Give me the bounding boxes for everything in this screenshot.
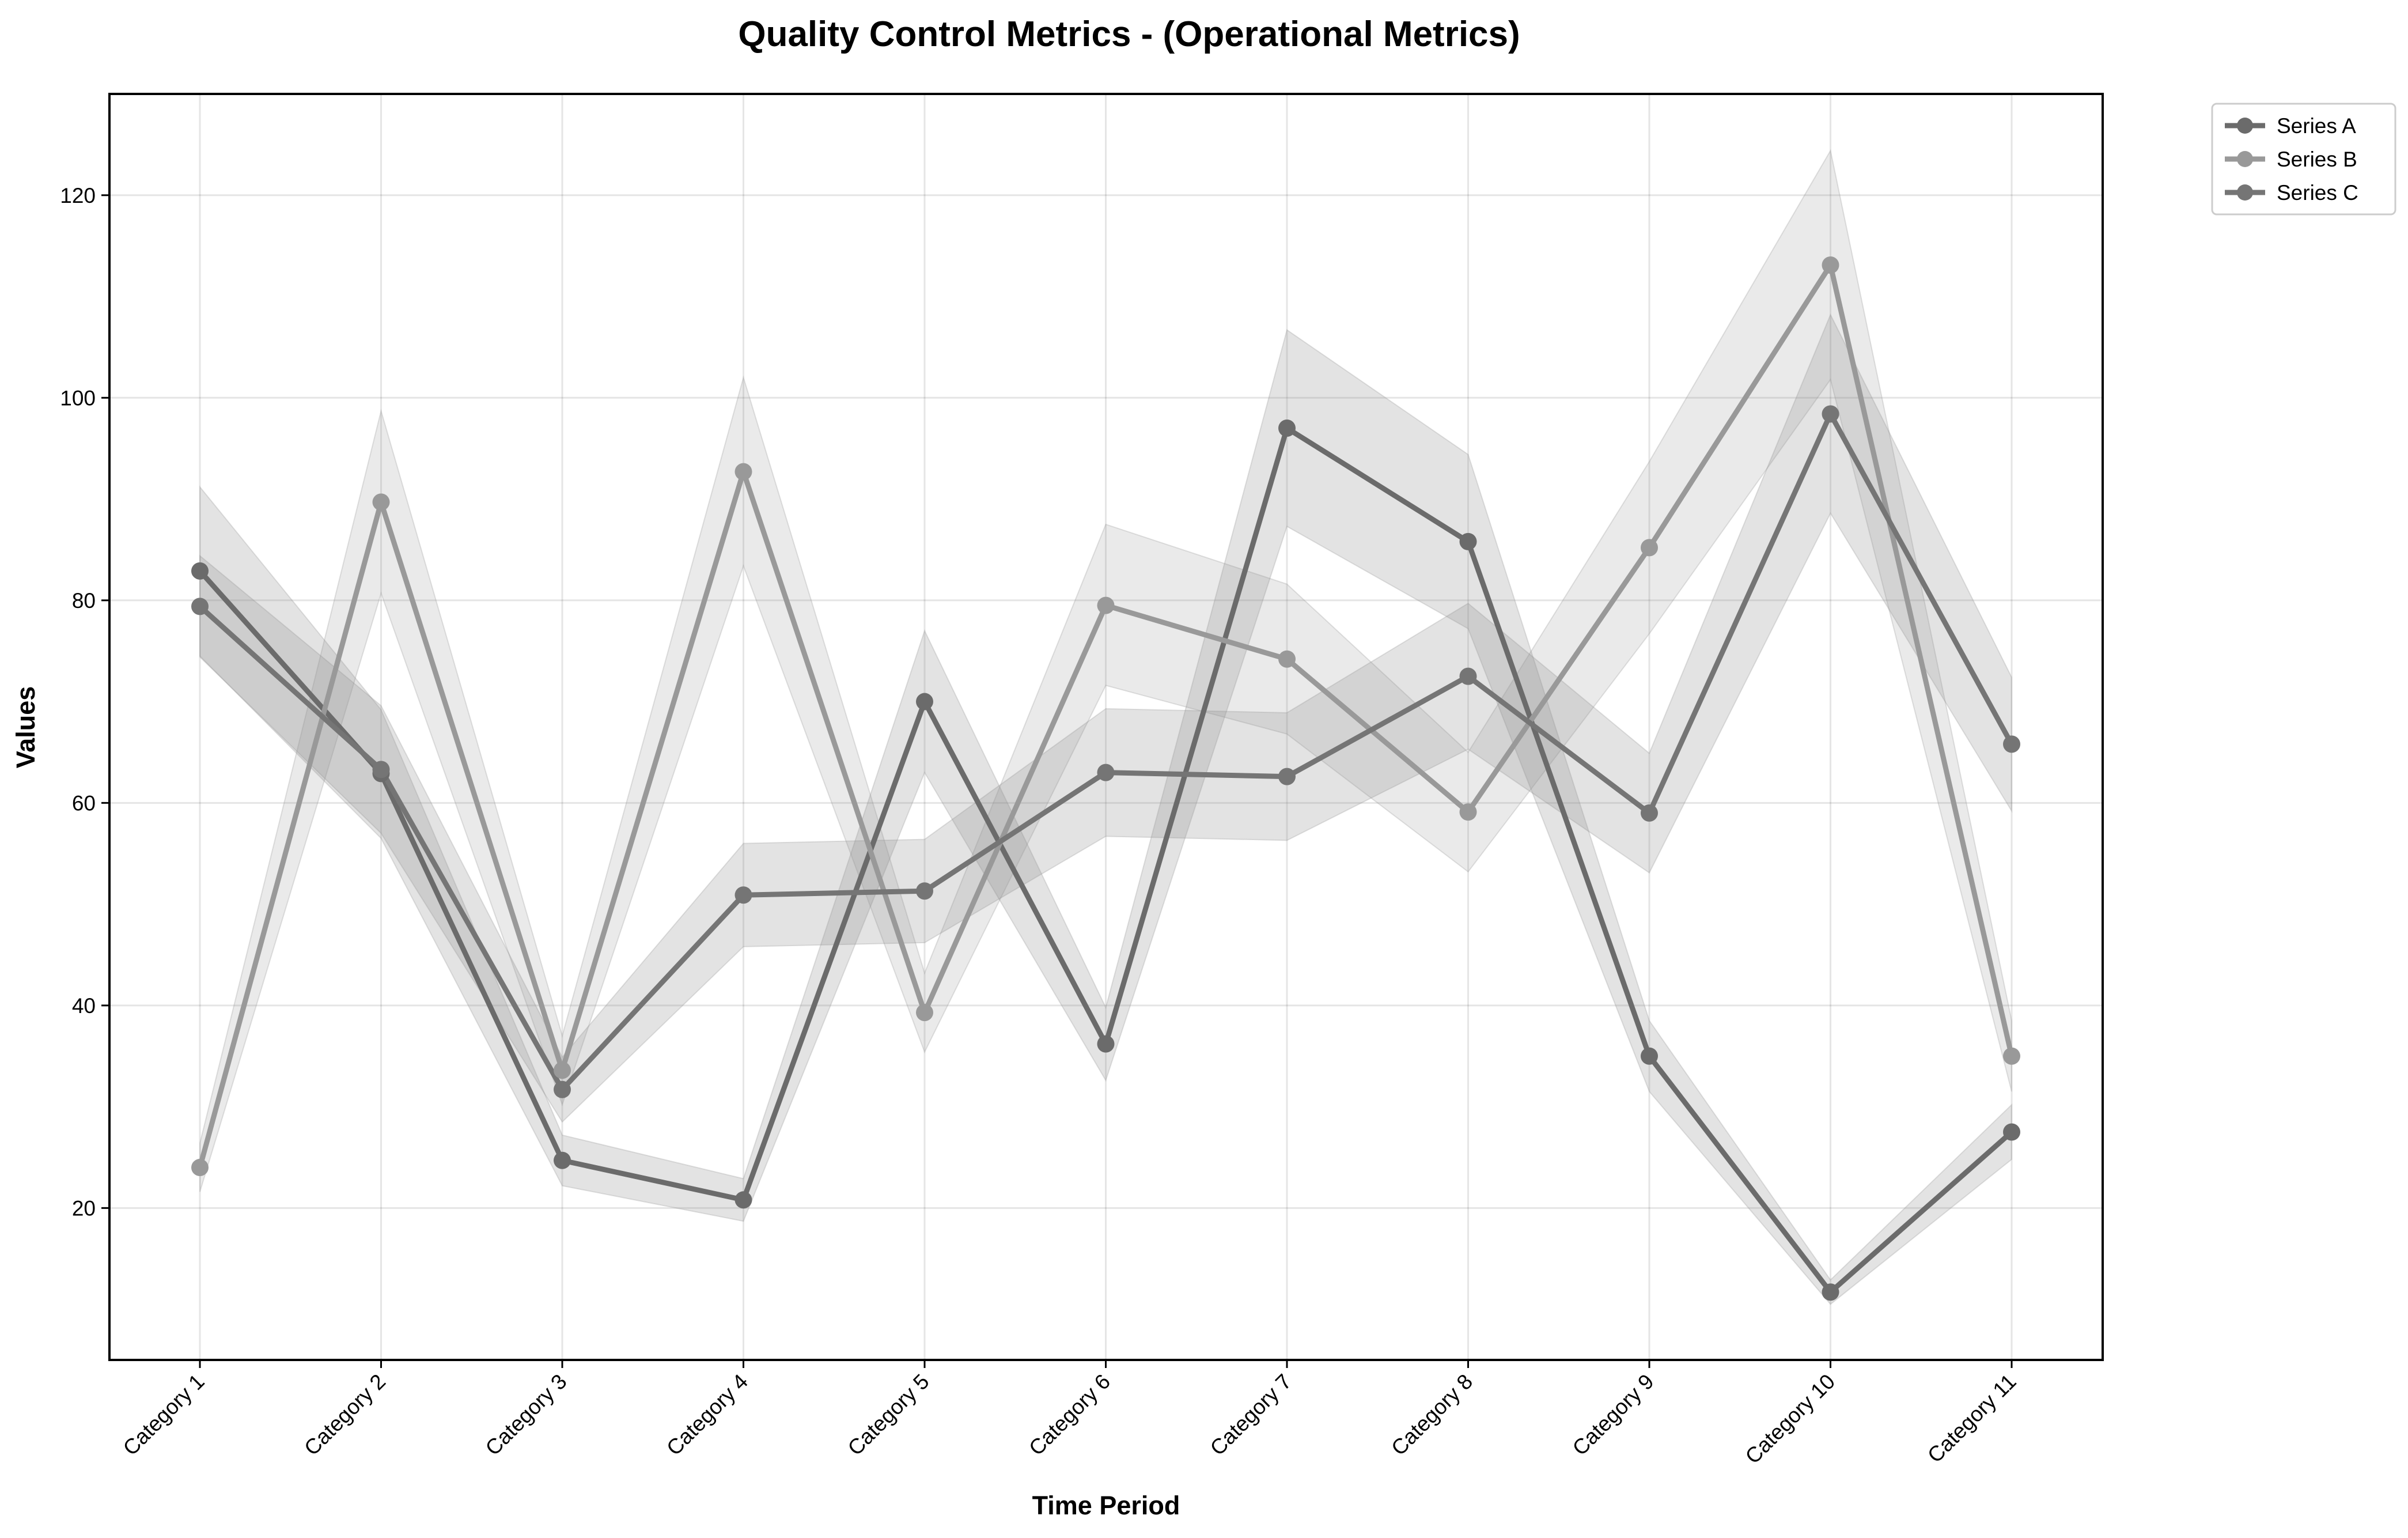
legend-label-series-2: Series B (2277, 148, 2357, 171)
band-series-1 (199, 328, 2012, 1305)
point-series-2-cat-4 (734, 463, 752, 481)
point-series-3-cat-8 (1459, 667, 1477, 685)
x-tick-label-8: Category 8 (1387, 1370, 1477, 1460)
x-tick-label-10: Category 10 (1741, 1370, 1840, 1469)
y-axis-label: Values (11, 686, 40, 769)
y-tick-label-20: 20 (72, 1196, 96, 1220)
x-tick-label-6: Category 6 (1024, 1370, 1115, 1460)
series-points (191, 256, 2020, 1301)
point-series-3-cat-5 (916, 882, 933, 900)
point-series-2-cat-3 (554, 1061, 571, 1079)
point-series-2-cat-2 (372, 493, 390, 511)
x-axis-label: Time Period (1032, 1491, 1180, 1520)
point-series-2-cat-1 (191, 1159, 209, 1177)
point-series-2-cat-6 (1097, 596, 1115, 614)
point-series-1-cat-3 (554, 1151, 571, 1169)
y-axis-ticks: 20 40 60 80 100 120 (60, 184, 109, 1220)
x-tick-label-9: Category 9 (1568, 1370, 1659, 1460)
point-series-3-cat-2 (372, 761, 390, 779)
point-series-2-cat-5 (916, 1004, 933, 1022)
x-tick-label-5: Category 5 (843, 1370, 934, 1460)
x-tick-label-11: Category 11 (1923, 1370, 2021, 1468)
legend-label-series-3: Series C (2277, 181, 2358, 205)
point-series-3-cat-11 (2003, 735, 2020, 753)
point-series-2-cat-9 (1641, 539, 1658, 557)
y-tick-label-100: 100 (60, 386, 96, 410)
y-tick-label-80: 80 (72, 589, 96, 613)
x-tick-label-7: Category 7 (1206, 1370, 1296, 1460)
point-series-1-cat-7 (1278, 420, 1296, 437)
chart-title: Quality Control Metrics - (Operational M… (738, 14, 1520, 54)
point-series-2-cat-10 (1822, 256, 1839, 274)
x-axis-ticks: Category 1 Category 2 Category 3 Category 4… (119, 1360, 2021, 1468)
point-series-3-cat-3 (554, 1080, 571, 1098)
x-tick-label-4: Category 4 (662, 1370, 752, 1460)
point-series-3-cat-6 (1097, 764, 1115, 781)
legend-frame (2211, 103, 2396, 216)
point-series-1-cat-4 (734, 1191, 752, 1209)
point-series-1-cat-11 (2003, 1123, 2020, 1141)
point-series-1-cat-10 (1822, 1283, 1839, 1301)
point-series-2-cat-8 (1459, 803, 1477, 821)
y-tick-label-120: 120 (60, 184, 96, 207)
confidence-bands (199, 149, 2012, 1305)
point-series-2-cat-11 (2003, 1047, 2020, 1065)
y-tick-label-40: 40 (72, 994, 96, 1018)
point-series-1-cat-8 (1459, 532, 1477, 550)
point-series-3-cat-10 (1822, 405, 1839, 423)
point-series-1-cat-1 (191, 562, 209, 580)
grid (109, 94, 2103, 1360)
legend-label-series-1: Series A (2277, 114, 2356, 138)
legend-marker-series-2 (2237, 151, 2253, 167)
x-tick-label-3: Category 3 (481, 1370, 571, 1460)
point-series-3-cat-4 (734, 886, 752, 904)
point-series-1-cat-5 (916, 693, 933, 711)
point-series-1-cat-9 (1641, 1047, 1658, 1065)
point-series-3-cat-7 (1278, 768, 1296, 785)
band-series-2 (199, 149, 2012, 1192)
point-series-3-cat-1 (191, 598, 209, 615)
y-tick-label-60: 60 (72, 791, 96, 815)
x-tick-label-1: Category 1 (119, 1370, 209, 1460)
point-series-1-cat-6 (1097, 1035, 1115, 1053)
x-tick-label-2: Category 2 (300, 1370, 390, 1460)
legend-marker-series-3 (2237, 184, 2253, 201)
legend-marker-series-1 (2237, 118, 2253, 134)
legend: Series A Series B Series C (2211, 103, 2396, 216)
point-series-2-cat-7 (1278, 650, 1296, 668)
band-series-3 (199, 313, 2012, 1123)
point-series-3-cat-9 (1641, 804, 1658, 822)
